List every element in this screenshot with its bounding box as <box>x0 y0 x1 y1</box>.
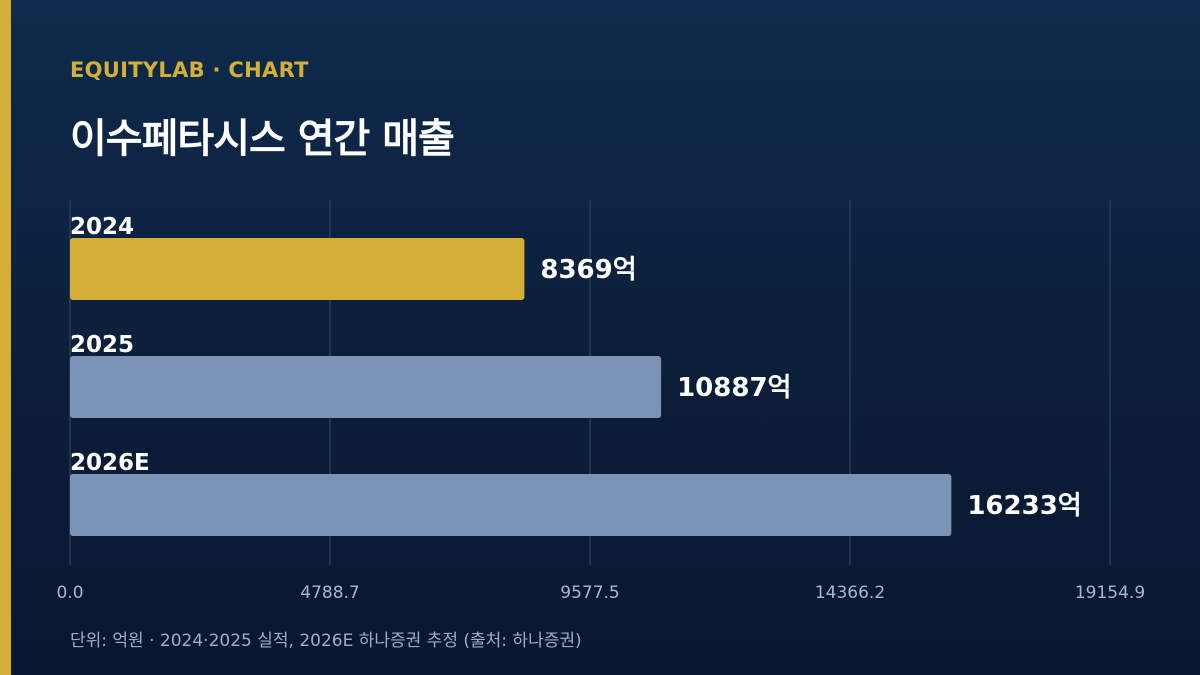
value-label: 10887억 <box>677 373 791 403</box>
x-tick-label: 19154.9 <box>1075 583 1145 603</box>
accent-stripe <box>0 0 11 675</box>
bar <box>70 474 952 536</box>
x-tick-label: 14366.2 <box>815 583 885 603</box>
category-label: 2026E <box>70 450 150 476</box>
value-label: 8369억 <box>540 255 636 285</box>
chart-footnote: 단위: 억원 · 2024·2025 실적, 2026E 하나증권 추정 (출처… <box>70 631 582 651</box>
bar <box>70 238 525 300</box>
bar <box>70 356 662 418</box>
chart-title: 이수페타시스 연간 매출 <box>70 116 455 162</box>
x-tick-label: 4788.7 <box>300 583 359 603</box>
category-label: 2024 <box>70 214 134 240</box>
x-tick-label: 9577.5 <box>560 583 619 603</box>
chart-kicker: EQUITYLAB · CHART <box>70 58 309 82</box>
category-label: 2025 <box>70 332 134 358</box>
x-tick-label: 0.0 <box>56 583 83 603</box>
value-label: 16233억 <box>967 491 1081 521</box>
